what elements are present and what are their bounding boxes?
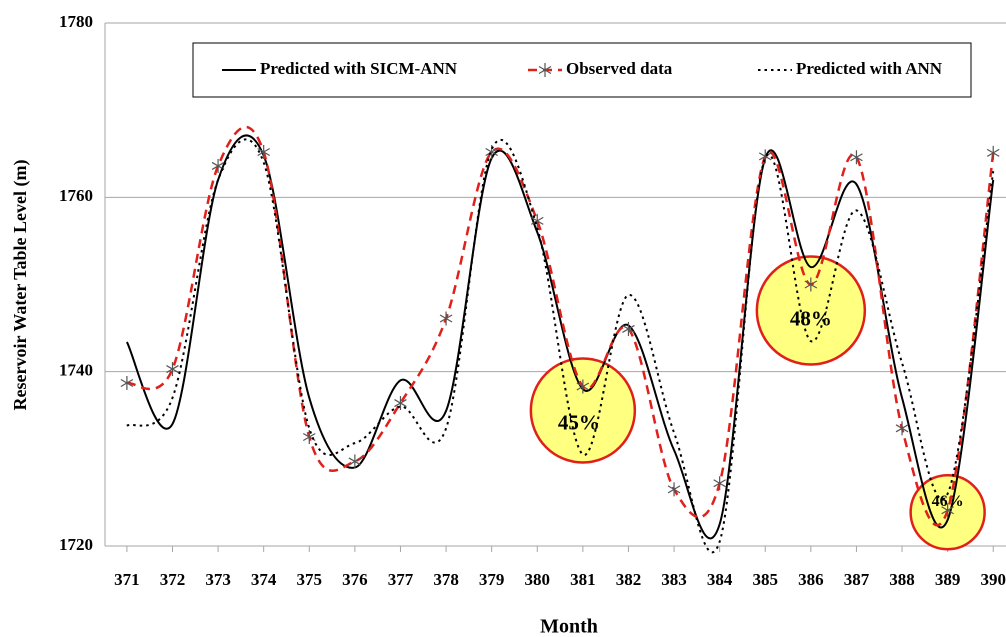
x-tick-label: 371: [114, 570, 140, 589]
marker: [941, 503, 954, 518]
x-tick-label: 380: [525, 570, 551, 589]
marker: [394, 396, 407, 411]
legend-marker: [538, 65, 552, 75]
x-tick-label: 378: [433, 570, 459, 589]
marker: [120, 375, 134, 390]
highlight-circle: [529, 357, 637, 464]
marker-stroke: [485, 147, 498, 157]
x-tick-label: 388: [889, 570, 915, 589]
x-tick-label: 379: [479, 570, 505, 589]
highlight-circle: [755, 255, 867, 366]
x-axis-label: Month: [540, 616, 598, 637]
marker-stroke: [211, 161, 225, 170]
marker-stroke: [758, 152, 772, 161]
x-tick-label: 376: [342, 570, 368, 589]
marker-stroke: [394, 399, 407, 408]
marker-stroke: [302, 433, 316, 442]
marker: [439, 311, 453, 326]
x-tick-label: 384: [707, 570, 733, 589]
legend-label: Predicted with SICM-ANN: [260, 59, 458, 78]
x-tick-label: 375: [297, 570, 323, 589]
series-line: [126, 138, 995, 553]
marker-stroke: [804, 280, 818, 289]
legend-label: Predicted with ANN: [796, 59, 943, 78]
marker-stroke: [166, 365, 179, 374]
legend-box: [192, 42, 972, 98]
marker-stroke: [348, 457, 362, 466]
marker-stroke: [895, 424, 909, 433]
x-tick-label: 385: [752, 570, 778, 589]
x-tick-label: 389: [935, 570, 961, 589]
y-tick-label: 1720: [59, 535, 93, 554]
marker-stroke: [622, 324, 635, 333]
x-tick-label: 381: [570, 570, 596, 589]
x-tick-label: 390: [980, 570, 1006, 589]
marker: [713, 476, 726, 491]
marker: [667, 482, 681, 497]
marker: [804, 277, 818, 292]
y-tick-label: 1760: [59, 186, 93, 205]
x-tick-label: 377: [388, 570, 414, 589]
marker-stroke: [986, 148, 1000, 157]
marker: [348, 454, 362, 469]
x-tick-label: 382: [616, 570, 642, 589]
y-tick-label: 1740: [59, 361, 93, 380]
marker-stroke: [439, 314, 453, 323]
marker: [986, 145, 1000, 160]
marker-stroke: [667, 485, 681, 494]
marker: [895, 421, 909, 436]
legend-label: Observed data: [566, 59, 673, 78]
x-tick-label: 386: [798, 570, 824, 589]
x-tick-label: 374: [251, 570, 277, 589]
annotation: 45%: [558, 410, 600, 434]
marker-stroke: [713, 479, 726, 488]
series-line: [125, 134, 995, 540]
x-tick-label: 373: [205, 570, 231, 589]
series-line: [126, 125, 995, 527]
x-tick-label: 383: [661, 570, 687, 589]
y-axis-label: Reservoir Water Table Level (m): [10, 160, 31, 411]
marker: [622, 321, 635, 336]
marker-stroke: [850, 153, 863, 162]
marker: [850, 150, 863, 165]
marker: [166, 362, 179, 377]
marker: [257, 145, 270, 160]
x-tick-label: 387: [844, 570, 870, 589]
y-tick-label: 1780: [59, 12, 93, 31]
marker-stroke: [257, 147, 270, 157]
marker: [530, 213, 544, 228]
x-tick-label: 372: [160, 570, 186, 589]
marker-stroke: [941, 506, 954, 515]
marker-stroke: [576, 382, 590, 391]
marker-stroke: [530, 216, 544, 225]
marker: [576, 379, 590, 394]
annotation: 48%: [790, 306, 832, 330]
marker: [758, 149, 772, 164]
marker-stroke: [120, 378, 134, 388]
